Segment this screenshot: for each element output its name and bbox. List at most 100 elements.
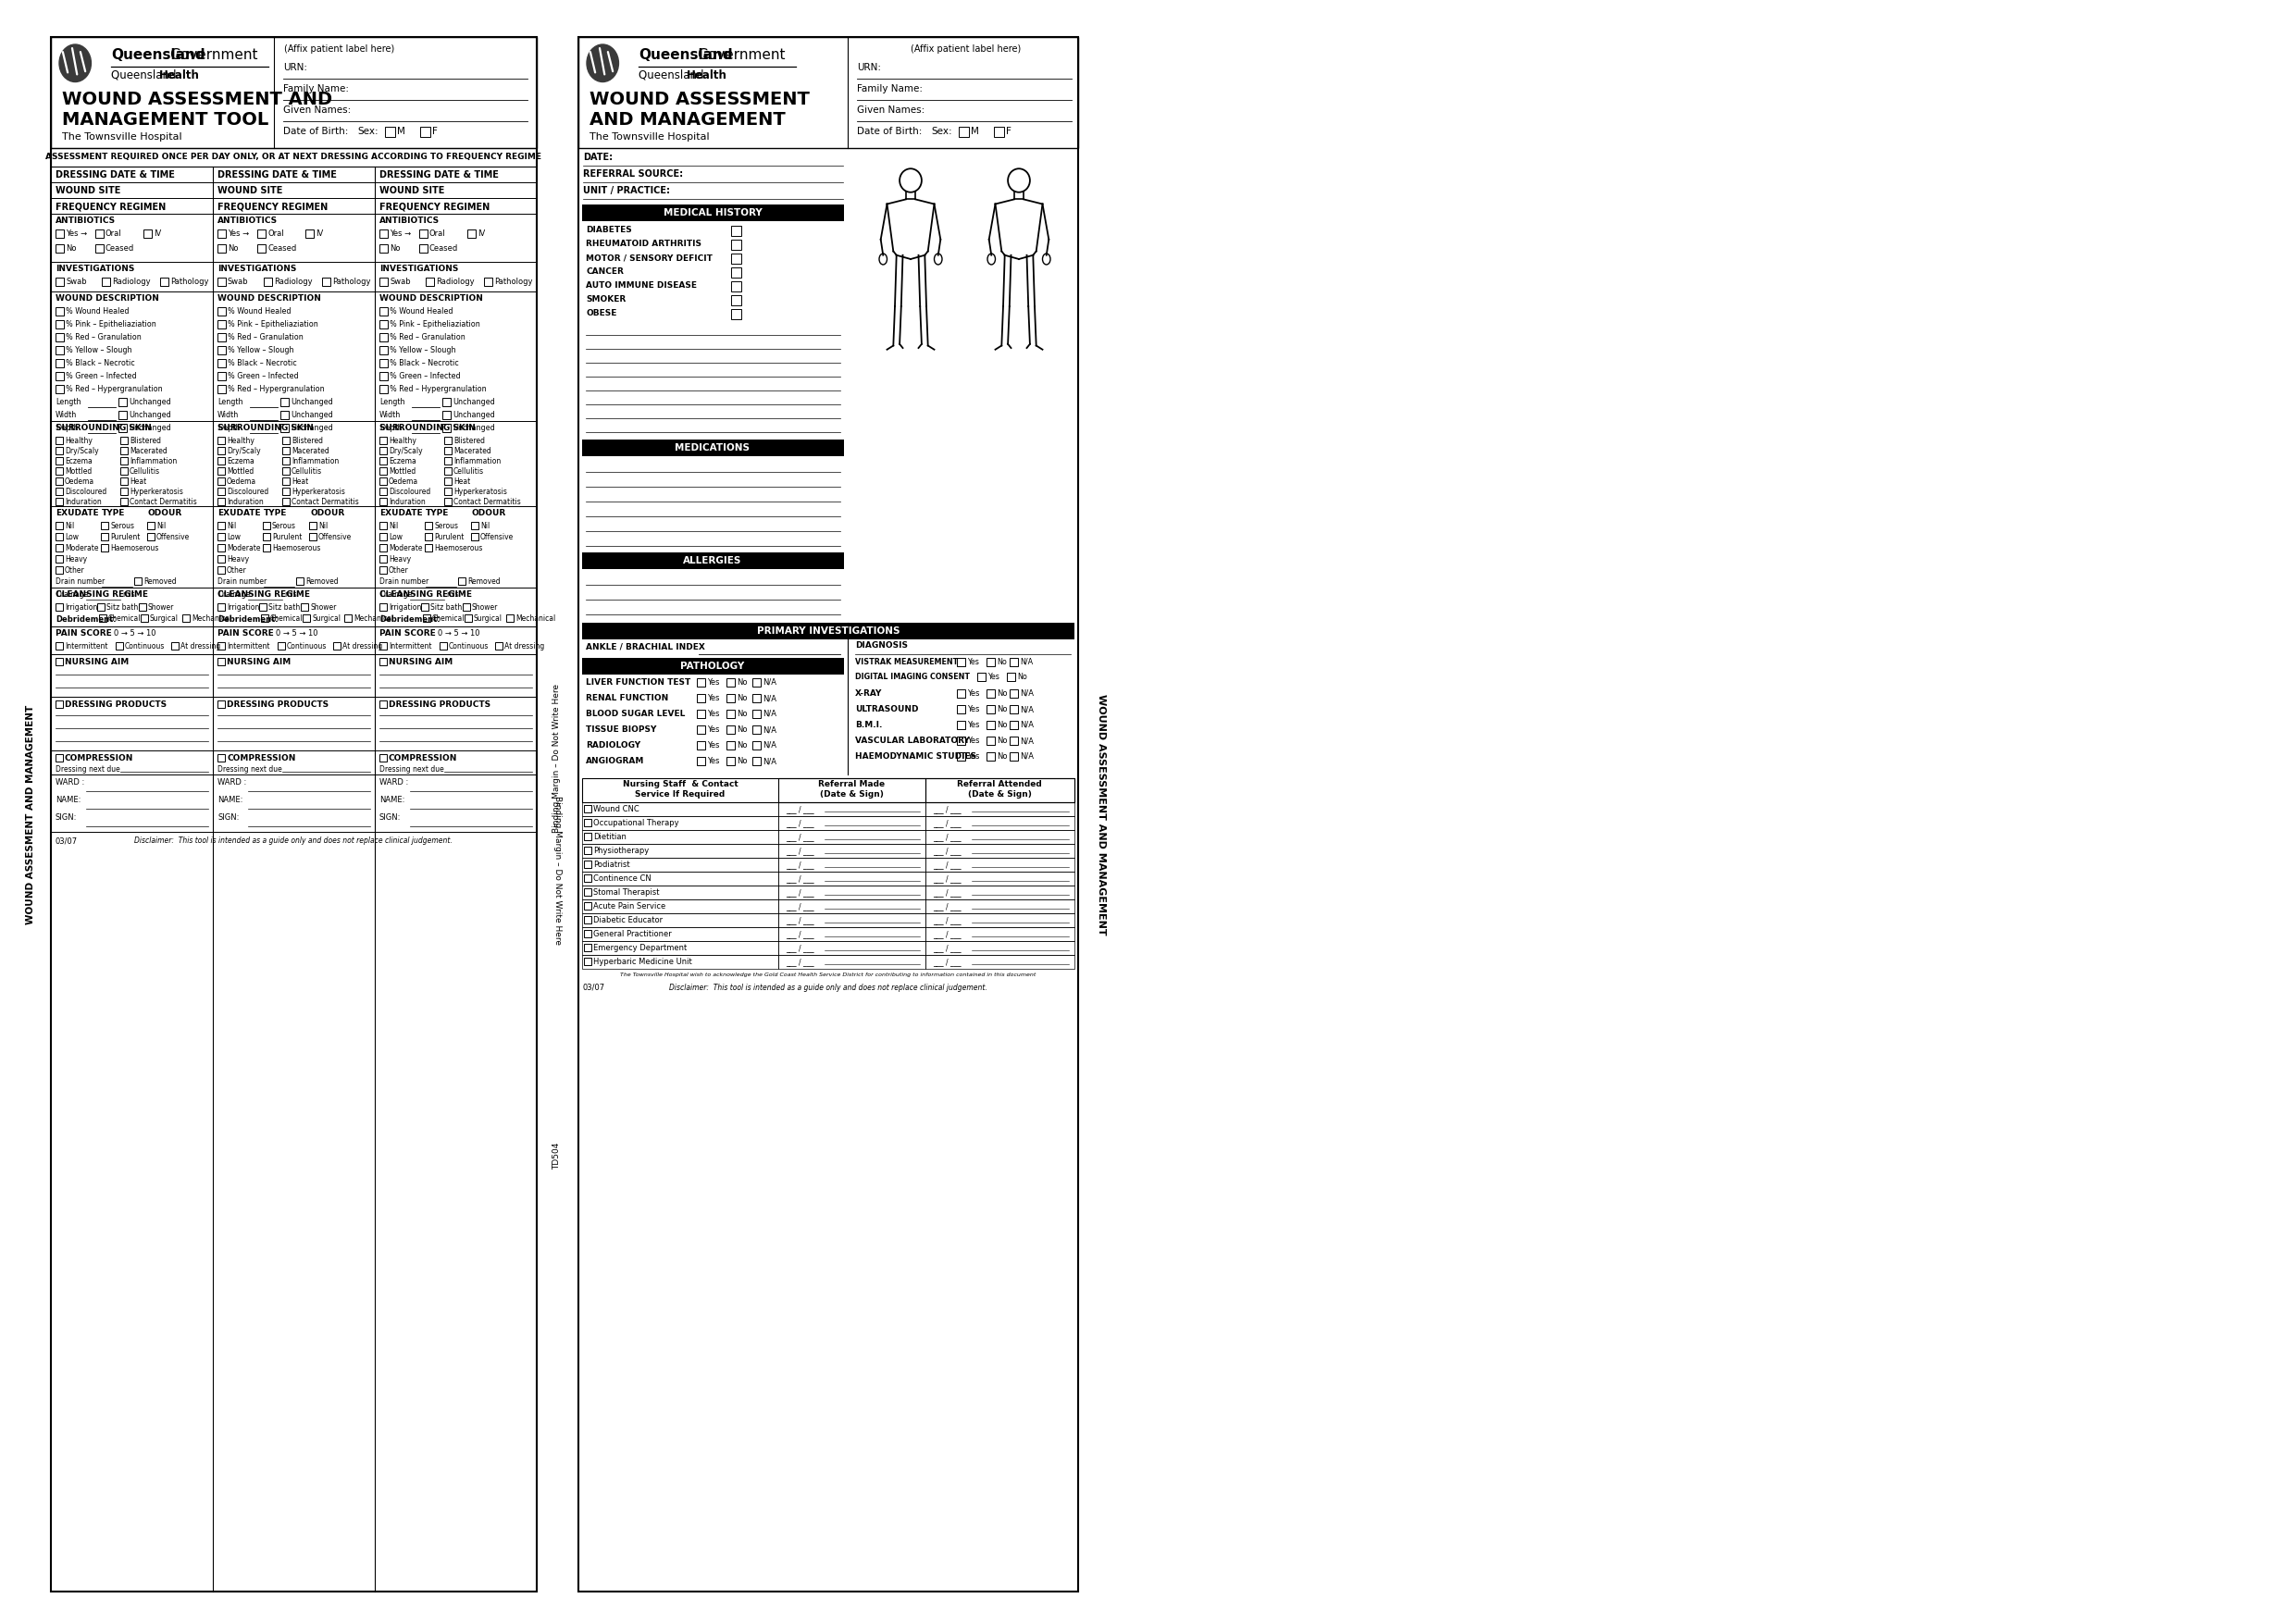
Text: N/A: N/A xyxy=(762,725,776,734)
Bar xyxy=(218,532,225,540)
Bar xyxy=(583,859,778,872)
Text: Discoloured: Discoloured xyxy=(388,487,432,497)
Text: Surgical: Surgical xyxy=(149,615,179,623)
Text: NAME:: NAME: xyxy=(55,795,80,803)
Bar xyxy=(925,886,1075,899)
Bar xyxy=(726,756,735,764)
Text: PRIMARY INVESTIGATIONS: PRIMARY INVESTIGATIONS xyxy=(758,626,900,636)
Text: NURSING AIM: NURSING AIM xyxy=(227,657,292,665)
Text: Sex:: Sex: xyxy=(358,127,379,136)
Text: Induration: Induration xyxy=(64,498,101,506)
Bar xyxy=(379,437,386,445)
Bar xyxy=(583,552,845,570)
Bar xyxy=(583,888,592,896)
Bar xyxy=(51,37,537,1592)
Text: ___ / ___: ___ / ___ xyxy=(785,847,815,855)
Text: ALLERGIES: ALLERGIES xyxy=(684,557,742,565)
Text: Radiology: Radiology xyxy=(273,278,312,286)
Text: Nil: Nil xyxy=(388,523,397,531)
Text: No: No xyxy=(996,657,1006,665)
Text: Unchanged: Unchanged xyxy=(452,424,496,432)
Text: Eczema: Eczema xyxy=(64,458,92,466)
Text: mls: mls xyxy=(445,591,459,599)
Text: Continence CN: Continence CN xyxy=(592,875,652,883)
Text: DRESSING DATE & TIME: DRESSING DATE & TIME xyxy=(55,170,174,180)
Text: Surgical: Surgical xyxy=(312,615,340,623)
Bar xyxy=(119,487,129,495)
Text: Hyperkeratosis: Hyperkeratosis xyxy=(455,487,507,497)
Bar xyxy=(471,532,478,540)
Bar xyxy=(730,240,742,250)
Bar xyxy=(262,532,271,540)
Text: ASSESSMENT REQUIRED ONCE PER DAY ONLY, OR AT NEXT DRESSING ACCORDING TO FREQUENC: ASSESSMENT REQUIRED ONCE PER DAY ONLY, O… xyxy=(46,153,542,161)
Bar xyxy=(443,458,452,464)
Bar xyxy=(425,523,432,529)
Bar xyxy=(96,604,106,610)
Bar xyxy=(264,278,273,286)
Bar xyxy=(51,626,537,654)
Bar xyxy=(119,498,129,505)
Text: Radiology: Radiology xyxy=(113,278,152,286)
Bar xyxy=(344,615,351,622)
Bar xyxy=(259,604,266,610)
Text: DRESSING PRODUCTS: DRESSING PRODUCTS xyxy=(388,701,491,709)
Text: % Black – Necrotic: % Black – Necrotic xyxy=(67,359,135,367)
Bar xyxy=(101,532,108,540)
Bar xyxy=(698,709,705,717)
Bar xyxy=(583,204,845,221)
Bar xyxy=(379,372,388,380)
Text: 0 → 5 → 10: 0 → 5 → 10 xyxy=(276,630,317,638)
Bar xyxy=(379,229,388,239)
Text: Sitz bath: Sitz bath xyxy=(269,604,301,612)
Bar xyxy=(379,477,386,485)
Bar xyxy=(778,872,925,886)
Bar xyxy=(257,245,266,253)
Text: Unchanged: Unchanged xyxy=(452,398,496,406)
Text: VASCULAR LABORATORY: VASCULAR LABORATORY xyxy=(854,737,969,745)
Text: Chemical: Chemical xyxy=(432,615,466,623)
Text: Irrigation: Irrigation xyxy=(227,604,259,612)
Text: Yes: Yes xyxy=(967,737,980,745)
Text: PULSES + -: PULSES + - xyxy=(923,625,1003,638)
Bar xyxy=(218,446,225,454)
Text: Blistered: Blistered xyxy=(129,437,161,445)
Text: SURROUNDING SKIN: SURROUNDING SKIN xyxy=(379,424,475,432)
Bar xyxy=(282,477,289,485)
Text: Family Name:: Family Name: xyxy=(282,84,349,94)
Text: Oedema: Oedema xyxy=(64,477,94,485)
Text: N/A: N/A xyxy=(762,742,776,750)
Text: Inflammation: Inflammation xyxy=(129,458,177,466)
Text: % Black – Necrotic: % Black – Necrotic xyxy=(390,359,459,367)
Text: Removed: Removed xyxy=(305,578,338,586)
Text: ___ / ___: ___ / ___ xyxy=(932,915,962,925)
Text: % Green – Infected: % Green – Infected xyxy=(67,372,138,380)
Bar xyxy=(698,695,705,703)
Bar xyxy=(753,756,760,764)
Text: Mechanical: Mechanical xyxy=(517,615,556,623)
Text: Stomal Therapist: Stomal Therapist xyxy=(592,888,659,896)
Text: % Red – Granulation: % Red – Granulation xyxy=(227,333,303,341)
Bar xyxy=(379,446,386,454)
Text: Hyperbaric Medicine Unit: Hyperbaric Medicine Unit xyxy=(592,958,691,966)
Bar xyxy=(925,954,1075,969)
Bar xyxy=(443,424,450,432)
Bar xyxy=(296,578,303,584)
Text: Acute Pain Service: Acute Pain Service xyxy=(592,902,666,911)
Bar xyxy=(379,245,388,253)
Bar xyxy=(778,844,925,859)
Text: ___ / ___: ___ / ___ xyxy=(932,958,962,966)
Text: Oedema: Oedema xyxy=(227,477,257,485)
Text: Yes: Yes xyxy=(707,709,719,717)
Text: % Red – Hypergranulation: % Red – Hypergranulation xyxy=(390,385,487,393)
Text: Sitz bath: Sitz bath xyxy=(106,604,138,612)
Bar xyxy=(459,578,466,584)
Bar xyxy=(579,37,1079,1592)
Text: CLEANSING REGIME: CLEANSING REGIME xyxy=(55,591,147,599)
Bar xyxy=(1010,721,1017,729)
Text: WOUND ASSESSMENT AND MANAGEMENT: WOUND ASSESSMENT AND MANAGEMENT xyxy=(1097,693,1107,935)
Text: Yes: Yes xyxy=(987,672,999,682)
Bar xyxy=(51,420,537,506)
Bar xyxy=(778,802,925,816)
Text: Pathology: Pathology xyxy=(494,278,533,286)
Text: Other: Other xyxy=(64,566,85,575)
